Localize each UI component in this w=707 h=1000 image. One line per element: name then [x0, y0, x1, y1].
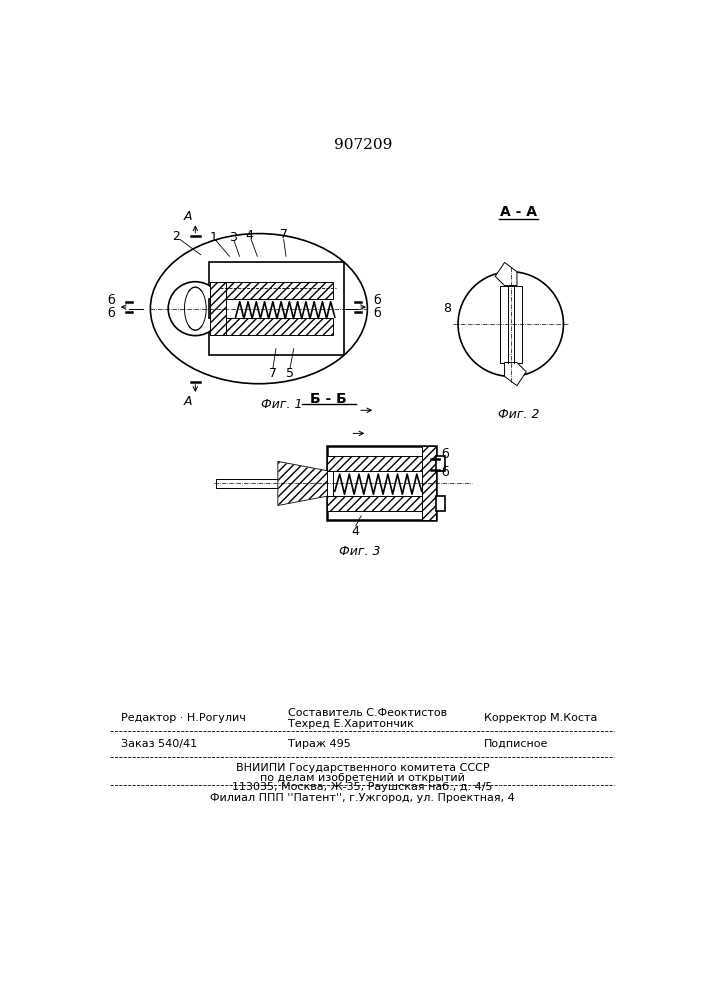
Text: Корректор М.Коста: Корректор М.Коста	[484, 713, 597, 723]
Text: A: A	[183, 210, 192, 223]
Text: Техред Е.Харитончик: Техред Е.Харитончик	[288, 719, 414, 729]
Text: б: б	[107, 294, 115, 307]
Ellipse shape	[151, 234, 368, 384]
Text: 7: 7	[269, 367, 277, 380]
Text: б: б	[373, 307, 380, 320]
Polygon shape	[505, 363, 526, 386]
Bar	[327, 446, 436, 520]
Text: Филиал ППП ''Патент'', г.Ужгород, ул. Проектная, 4: Филиал ППП ''Патент'', г.Ужгород, ул. Пр…	[211, 793, 515, 803]
Text: A - A: A - A	[500, 205, 537, 219]
Text: Фиг. 3: Фиг. 3	[339, 545, 380, 558]
Circle shape	[168, 282, 223, 336]
Text: 3: 3	[228, 231, 236, 244]
Text: 907209: 907209	[334, 138, 392, 152]
Text: Редактор · Н.Рогулич: Редактор · Н.Рогулич	[121, 713, 246, 723]
Circle shape	[458, 272, 563, 376]
Bar	[436, 456, 445, 471]
Bar	[218, 318, 333, 335]
Text: 1: 1	[210, 231, 218, 244]
Text: 5: 5	[286, 367, 294, 380]
Text: Фиг. 2: Фиг. 2	[498, 408, 539, 421]
Bar	[436, 496, 445, 511]
Bar	[216, 479, 279, 488]
Bar	[210, 282, 226, 335]
Bar	[327, 471, 333, 496]
Text: б: б	[441, 448, 449, 461]
Text: 4: 4	[352, 525, 360, 538]
Text: Тираж 495: Тираж 495	[288, 739, 351, 749]
Polygon shape	[495, 262, 517, 286]
Text: Составитель С.Феоктистов: Составитель С.Феоктистов	[288, 708, 448, 718]
Text: 113035, Москва, Ж-35, Раушская наб., д. 4/5: 113035, Москва, Ж-35, Раушская наб., д. …	[233, 782, 493, 792]
Text: 4: 4	[245, 229, 254, 242]
Text: Заказ 540/41: Заказ 540/41	[121, 739, 197, 749]
Bar	[327, 496, 436, 511]
Text: Фиг. 1: Фиг. 1	[262, 398, 303, 411]
Text: 8: 8	[443, 302, 451, 315]
Text: б: б	[107, 307, 115, 320]
Text: 7: 7	[280, 228, 288, 241]
Polygon shape	[279, 462, 327, 505]
Bar	[327, 456, 436, 471]
Bar	[218, 282, 333, 299]
Text: ВНИИПИ Государственного комитета СССР: ВНИИПИ Государственного комитета СССР	[236, 763, 489, 773]
Polygon shape	[279, 462, 327, 505]
Bar	[421, 446, 436, 520]
Text: б: б	[441, 466, 449, 479]
Bar	[209, 262, 344, 355]
Text: Подписное: Подписное	[484, 739, 548, 749]
Text: 2: 2	[172, 230, 180, 243]
Bar	[209, 299, 216, 318]
Text: по делам изобретений и открытий: по делам изобретений и открытий	[260, 773, 465, 783]
Text: б: б	[373, 294, 380, 307]
Text: A: A	[183, 395, 192, 408]
Bar	[500, 286, 522, 363]
Text: Б - Б: Б - Б	[310, 392, 347, 406]
